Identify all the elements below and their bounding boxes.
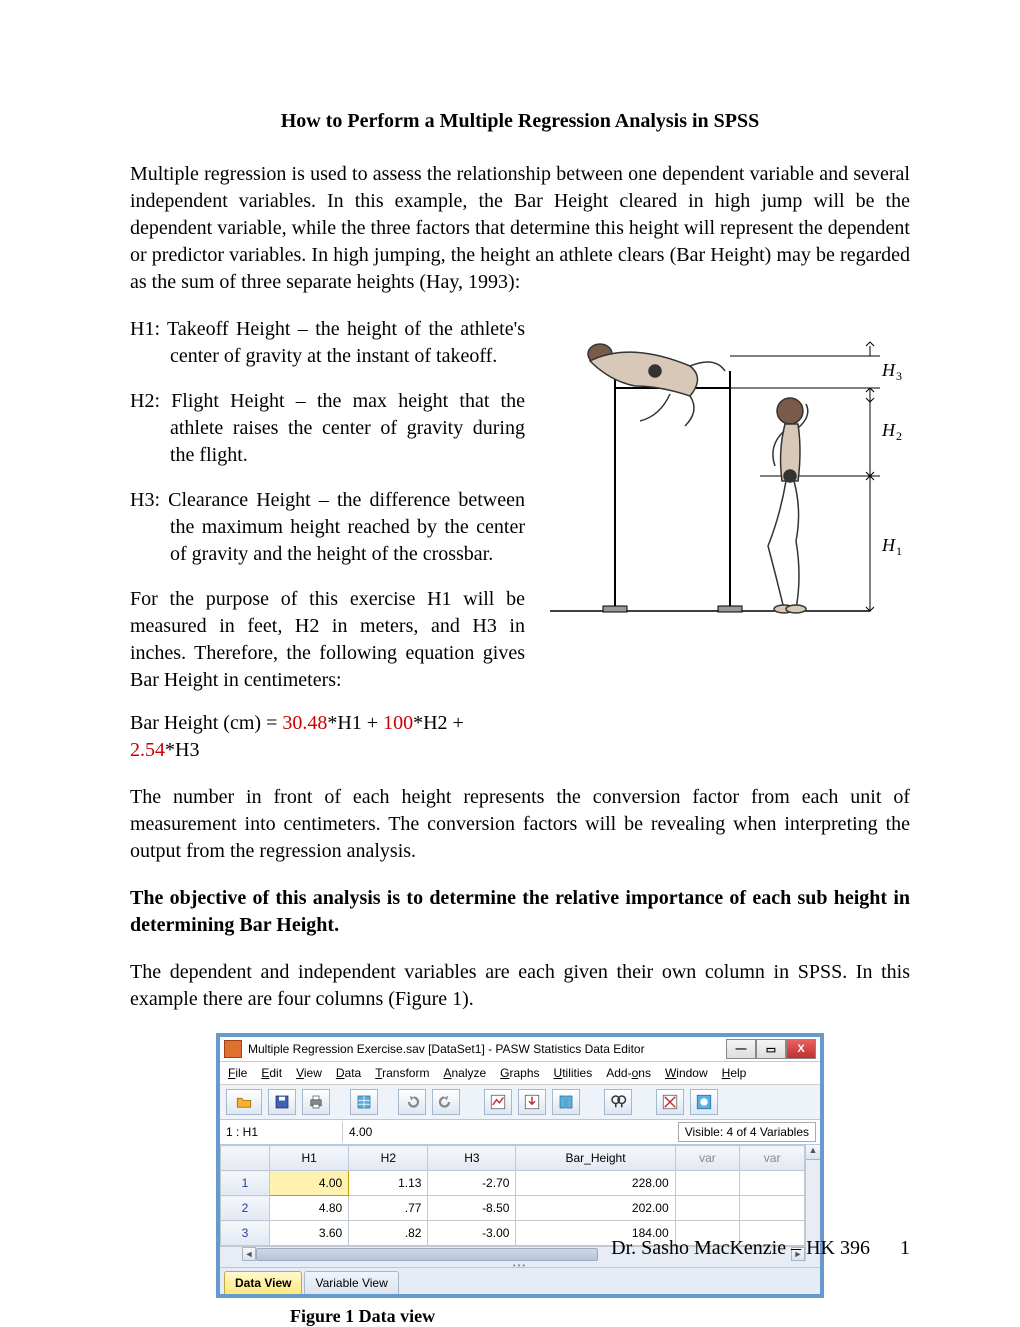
close-button[interactable]: X — [786, 1039, 816, 1059]
print-icon[interactable] — [302, 1089, 330, 1115]
find-icon[interactable] — [604, 1089, 632, 1115]
def-h2: H2: Flight Height – the max height that … — [130, 388, 525, 469]
save-icon[interactable] — [268, 1089, 296, 1115]
explain-paragraph: The number in front of each height repre… — [130, 784, 910, 865]
undo-icon[interactable] — [398, 1089, 426, 1115]
figure-caption: Figure 1 Data view — [290, 1306, 910, 1327]
menu-window[interactable]: Window — [665, 1066, 708, 1080]
visible-vars-label: Visible: 4 of 4 Variables — [678, 1122, 816, 1142]
col-h1[interactable]: H1 — [270, 1146, 349, 1171]
cell-value[interactable]: 4.00 — [343, 1122, 678, 1142]
col-var1[interactable]: var — [675, 1146, 740, 1171]
weight-icon[interactable] — [690, 1089, 718, 1115]
objective-paragraph: The objective of this analysis is to det… — [130, 885, 910, 939]
page-footer: Dr. Sasho MacKenzie – HK 396 1 — [611, 1237, 910, 1260]
svg-text:3: 3 — [896, 369, 902, 383]
spss-window-title: Multiple Regression Exercise.sav [DataSe… — [248, 1042, 645, 1056]
spss-data-grid[interactable]: H1 H2 H3 Bar_Height var var 1 4.00 1.13 … — [220, 1145, 805, 1246]
goto-icon[interactable] — [518, 1089, 546, 1115]
select-icon[interactable] — [656, 1089, 684, 1115]
spss-toolbar — [220, 1085, 820, 1120]
col-h2[interactable]: H2 — [349, 1146, 428, 1171]
svg-text:H: H — [881, 420, 896, 440]
menu-help[interactable]: Help — [722, 1066, 747, 1080]
menu-graphs[interactable]: Graphs — [500, 1066, 539, 1080]
redo-icon[interactable] — [432, 1089, 460, 1115]
spss-view-tabs: Data View Variable View — [220, 1267, 820, 1294]
col-var2[interactable]: var — [740, 1146, 805, 1171]
tab-data-view[interactable]: Data View — [224, 1271, 302, 1294]
svg-text:1: 1 — [896, 544, 902, 558]
purpose-paragraph: For the purpose of this exercise H1 will… — [130, 586, 525, 694]
spss-app-icon — [224, 1040, 242, 1058]
open-icon[interactable] — [226, 1089, 262, 1115]
tab-variable-view[interactable]: Variable View — [304, 1271, 398, 1294]
menu-addons[interactable]: Add-ons — [606, 1066, 651, 1080]
spss-menubar: File Edit View Data Transform Analyze Gr… — [220, 1062, 820, 1085]
maximize-button[interactable]: ▭ — [756, 1039, 786, 1059]
page-title: How to Perform a Multiple Regression Ana… — [130, 110, 910, 133]
svg-text:H: H — [881, 360, 896, 380]
vars-icon[interactable] — [552, 1089, 580, 1115]
depvars-paragraph: The dependent and independent variables … — [130, 959, 910, 1013]
intro-paragraph: Multiple regression is used to assess th… — [130, 161, 910, 296]
menu-analyze[interactable]: Analyze — [443, 1066, 486, 1080]
spss-titlebar: Multiple Regression Exercise.sav [DataSe… — [220, 1037, 820, 1062]
svg-text:H: H — [881, 535, 896, 555]
def-h3: H3: Clearance Height – the difference be… — [130, 487, 525, 568]
chart-icon[interactable] — [484, 1089, 512, 1115]
high-jump-diagram: H 3 H 2 H 1 — [540, 316, 910, 626]
menu-utilities[interactable]: Utilities — [554, 1066, 593, 1080]
menu-data[interactable]: Data — [336, 1066, 361, 1080]
menu-transform[interactable]: Transform — [375, 1066, 429, 1080]
table-row: 2 4.80 .77 -8.50 202.00 — [221, 1196, 805, 1221]
svg-text:2: 2 — [896, 429, 902, 443]
minimize-button[interactable]: — — [726, 1039, 756, 1059]
equation: Bar Height (cm) = 30.48*H1 + 100*H2 + 2.… — [130, 710, 525, 764]
def-h1: H1: Takeoff Height – the height of the a… — [130, 316, 525, 370]
spss-cellbar: 1 : H1 4.00 Visible: 4 of 4 Variables — [220, 1120, 820, 1145]
menu-file[interactable]: File — [228, 1066, 247, 1080]
menu-edit[interactable]: Edit — [261, 1066, 282, 1080]
col-barheight[interactable]: Bar_Height — [516, 1146, 675, 1171]
cell-reference: 1 : H1 — [220, 1122, 343, 1142]
menu-view[interactable]: View — [296, 1066, 322, 1080]
col-h3[interactable]: H3 — [428, 1146, 516, 1171]
data-icon[interactable] — [350, 1089, 378, 1115]
table-row: 1 4.00 1.13 -2.70 228.00 — [221, 1171, 805, 1196]
